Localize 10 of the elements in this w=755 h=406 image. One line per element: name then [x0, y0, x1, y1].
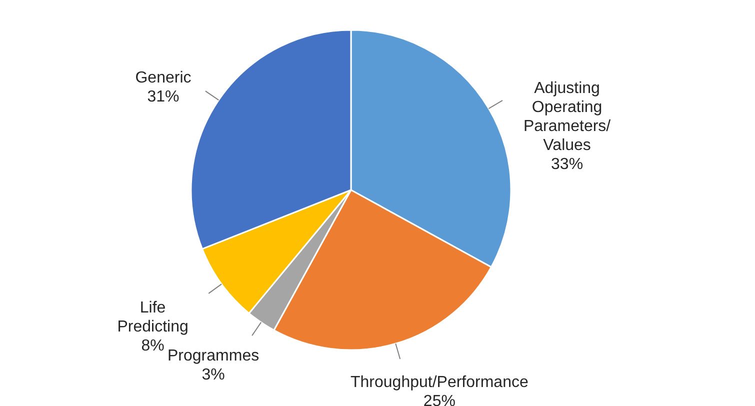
slice-label: Life Predicting [117, 300, 188, 336]
data-label: 33% [551, 156, 584, 174]
data-label: 31% [147, 88, 180, 106]
data-label: 25% [423, 393, 456, 406]
data-label: 3% [202, 366, 225, 384]
slice-label: Adjusting Operating Parameters/ Values [523, 80, 612, 154]
data-label: 8% [141, 338, 164, 355]
slice-label: Generic [135, 70, 192, 87]
slice-label: Throughput/Performance [350, 374, 528, 392]
slice-label: Programmes [168, 347, 260, 364]
